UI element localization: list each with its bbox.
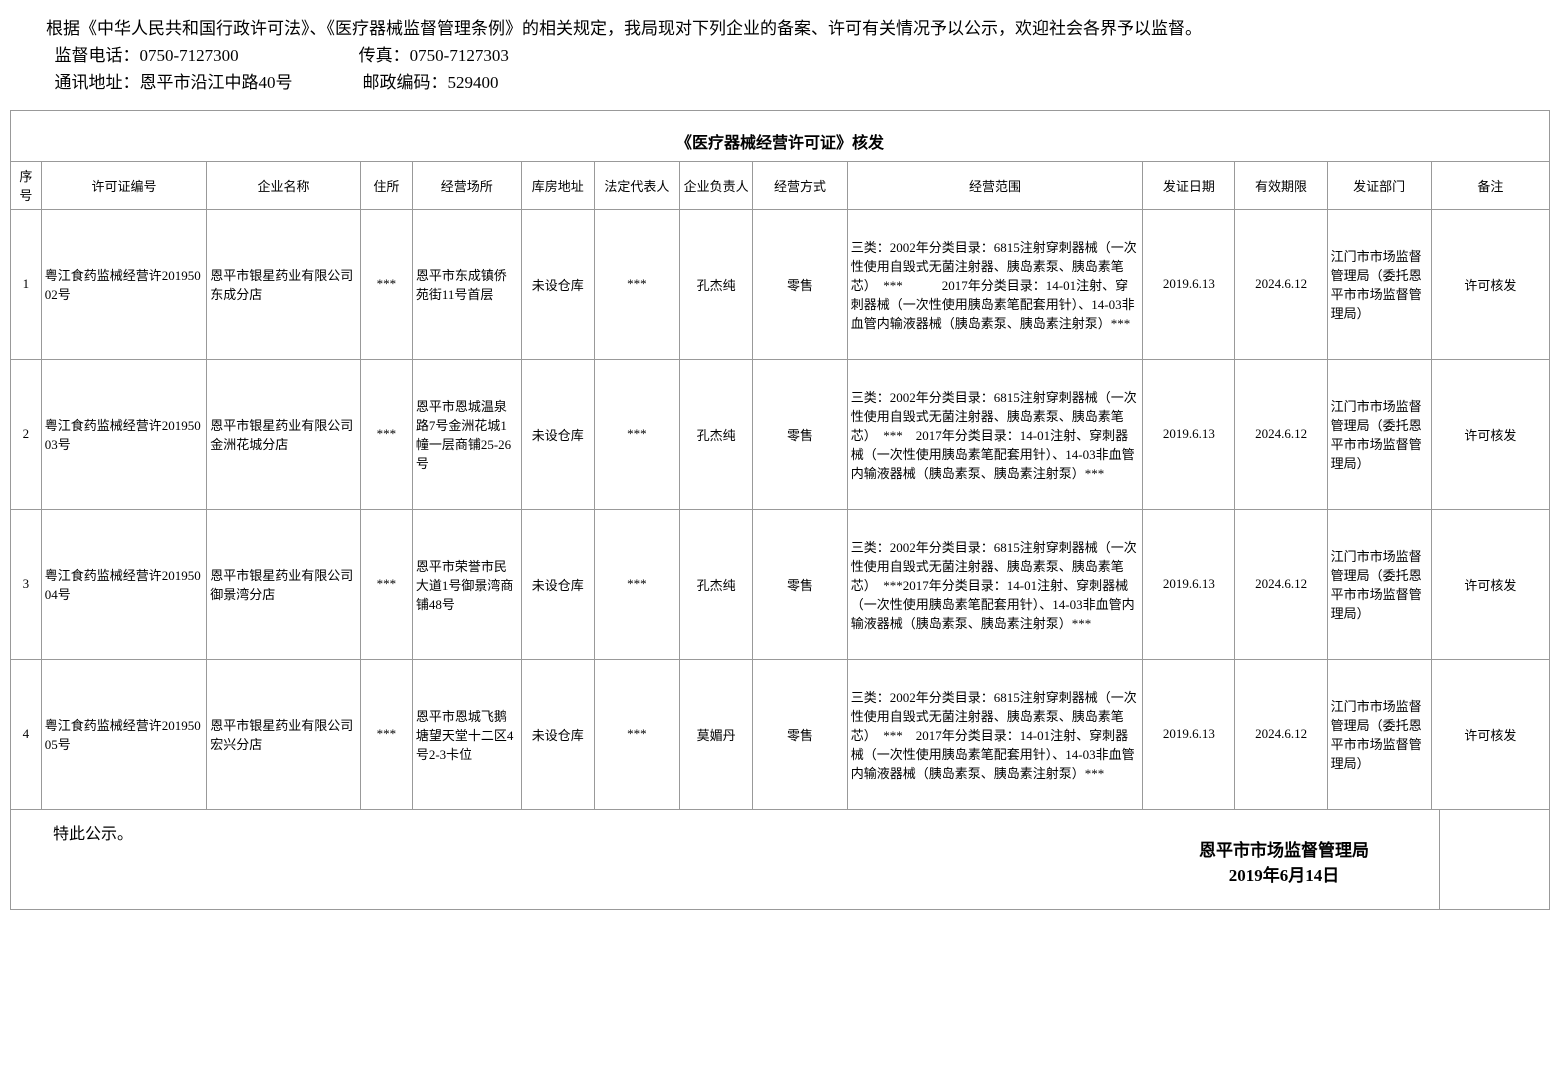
cell-owner: 孔杰纯 [679, 359, 752, 509]
cell-issue: 2019.6.13 [1143, 509, 1235, 659]
cell-valid: 2024.6.12 [1235, 659, 1327, 809]
th-note: 备注 [1431, 161, 1549, 209]
cell-mode: 零售 [753, 359, 848, 509]
addr-label: 通讯地址： [55, 73, 140, 92]
cell-issue: 2019.6.13 [1143, 359, 1235, 509]
cell-note: 许可核发 [1431, 659, 1549, 809]
cell-company: 恩平市银星药业有限公司金洲花城分店 [207, 359, 361, 509]
intro-text: 根据《中华人民共和国行政许可法》、《医疗器械监督管理条例》的相关规定，我局现对下… [12, 15, 1548, 42]
cell-seq: 2 [11, 359, 42, 509]
cell-company: 恩平市银星药业有限公司御景湾分店 [207, 509, 361, 659]
footer-agency: 恩平市市场监督管理局 [1199, 838, 1369, 864]
cell-addr: *** [360, 209, 412, 359]
footer-date: 2019年6月14日 [1199, 863, 1369, 889]
th-valid: 有效期限 [1235, 161, 1327, 209]
cell-note: 许可核发 [1431, 359, 1549, 509]
cell-addr: *** [360, 359, 412, 509]
license-table: 序号 许可证编号 企业名称 住所 经营场所 库房地址 法定代表人 企业负责人 经… [10, 161, 1550, 810]
cell-scope: 三类：2002年分类目录：6815注射穿刺器械（一次性使用自毁式无菌注射器、胰岛… [847, 359, 1143, 509]
cell-mode: 零售 [753, 659, 848, 809]
fax-value: 0750-7127303 [410, 46, 509, 65]
cell-valid: 2024.6.12 [1235, 359, 1327, 509]
cell-warehouse: 未设仓库 [521, 359, 594, 509]
cell-license: 粤江食药监械经营许20195003号 [41, 359, 206, 509]
intro-block: 根据《中华人民共和国行政许可法》、《医疗器械监督管理条例》的相关规定，我局现对下… [10, 10, 1550, 102]
cell-issue: 2019.6.13 [1143, 659, 1235, 809]
th-owner: 企业负责人 [679, 161, 752, 209]
cell-addr: *** [360, 659, 412, 809]
th-addr: 住所 [360, 161, 412, 209]
th-issue: 发证日期 [1143, 161, 1235, 209]
cell-scope: 三类：2002年分类目录：6815注射穿刺器械（一次性使用自毁式无菌注射器、胰岛… [847, 209, 1143, 359]
cell-bizaddr: 恩平市恩城飞鹅塘望天堂十二区4号2-3卡位 [412, 659, 521, 809]
cell-scope: 三类：2002年分类目录：6815注射穿刺器械（一次性使用自毁式无菌注射器、胰岛… [847, 509, 1143, 659]
cell-legal: *** [594, 359, 679, 509]
table-row: 1粤江食药监械经营许20195002号恩平市银星药业有限公司东成分店***恩平市… [11, 209, 1550, 359]
cell-dept: 江门市市场监督管理局（委托恩平市市场监督管理局） [1327, 659, 1431, 809]
fax-label: 传真： [359, 46, 410, 65]
th-dept: 发证部门 [1327, 161, 1431, 209]
cell-scope: 三类：2002年分类目录：6815注射穿刺器械（一次性使用自毁式无菌注射器、胰岛… [847, 659, 1143, 809]
cell-valid: 2024.6.12 [1235, 209, 1327, 359]
cell-bizaddr: 恩平市荣誉市民大道1号御景湾商铺48号 [412, 509, 521, 659]
cell-dept: 江门市市场监督管理局（委托恩平市市场监督管理局） [1327, 359, 1431, 509]
cell-company: 恩平市银星药业有限公司东成分店 [207, 209, 361, 359]
cell-seq: 4 [11, 659, 42, 809]
cell-company: 恩平市银星药业有限公司宏兴分店 [207, 659, 361, 809]
cell-mode: 零售 [753, 509, 848, 659]
table-title: 《医疗器械经营许可证》核发 [10, 110, 1550, 161]
cell-legal: *** [594, 209, 679, 359]
th-warehouse: 库房地址 [521, 161, 594, 209]
cell-license: 粤江食药监械经营许20195005号 [41, 659, 206, 809]
cell-addr: *** [360, 509, 412, 659]
cell-valid: 2024.6.12 [1235, 509, 1327, 659]
th-seq: 序号 [11, 161, 42, 209]
cell-note: 许可核发 [1431, 509, 1549, 659]
cell-warehouse: 未设仓库 [521, 659, 594, 809]
cell-license: 粤江食药监械经营许20195004号 [41, 509, 206, 659]
cell-bizaddr: 恩平市东成镇侨苑街11号首层 [412, 209, 521, 359]
postal-value: 529400 [448, 73, 499, 92]
th-license: 许可证编号 [41, 161, 206, 209]
cell-dept: 江门市市场监督管理局（委托恩平市市场监督管理局） [1327, 509, 1431, 659]
footer-signature: 恩平市市场监督管理局 2019年6月14日 [1199, 838, 1369, 889]
table-row: 2粤江食药监械经营许20195003号恩平市银星药业有限公司金洲花城分店***恩… [11, 359, 1550, 509]
cell-dept: 江门市市场监督管理局（委托恩平市市场监督管理局） [1327, 209, 1431, 359]
cell-mode: 零售 [753, 209, 848, 359]
cell-legal: *** [594, 659, 679, 809]
addr-value: 恩平市沿江中路40号 [140, 73, 293, 92]
th-mode: 经营方式 [753, 161, 848, 209]
th-bizaddr: 经营场所 [412, 161, 521, 209]
th-company: 企业名称 [207, 161, 361, 209]
table-header-row: 序号 许可证编号 企业名称 住所 经营场所 库房地址 法定代表人 企业负责人 经… [11, 161, 1550, 209]
cell-license: 粤江食药监械经营许20195002号 [41, 209, 206, 359]
cell-owner: 孔杰纯 [679, 209, 752, 359]
th-scope: 经营范围 [847, 161, 1143, 209]
cell-bizaddr: 恩平市恩城温泉路7号金洲花城1幢一层商铺25-26号 [412, 359, 521, 509]
contact-phone-line: 监督电话：0750-7127300 传真：0750-7127303 [12, 42, 1548, 69]
cell-note: 许可核发 [1431, 209, 1549, 359]
footer-block: 特此公示。 恩平市市场监督管理局 2019年6月14日 [10, 810, 1550, 910]
table-row: 3粤江食药监械经营许20195004号恩平市银星药业有限公司御景湾分店***恩平… [11, 509, 1550, 659]
cell-issue: 2019.6.13 [1143, 209, 1235, 359]
cell-warehouse: 未设仓库 [521, 209, 594, 359]
phone-value: 0750-7127300 [140, 46, 239, 65]
th-legal: 法定代表人 [594, 161, 679, 209]
cell-warehouse: 未设仓库 [521, 509, 594, 659]
cell-owner: 孔杰纯 [679, 509, 752, 659]
cell-owner: 莫媚丹 [679, 659, 752, 809]
cell-legal: *** [594, 509, 679, 659]
postal-label: 邮政编码： [363, 73, 448, 92]
table-row: 4粤江食药监械经营许20195005号恩平市银星药业有限公司宏兴分店***恩平市… [11, 659, 1550, 809]
phone-label: 监督电话： [55, 46, 140, 65]
cell-seq: 3 [11, 509, 42, 659]
cell-seq: 1 [11, 209, 42, 359]
footer-side-cell [1439, 810, 1549, 909]
contact-addr-line: 通讯地址：恩平市沿江中路40号 邮政编码：529400 [12, 69, 1548, 96]
